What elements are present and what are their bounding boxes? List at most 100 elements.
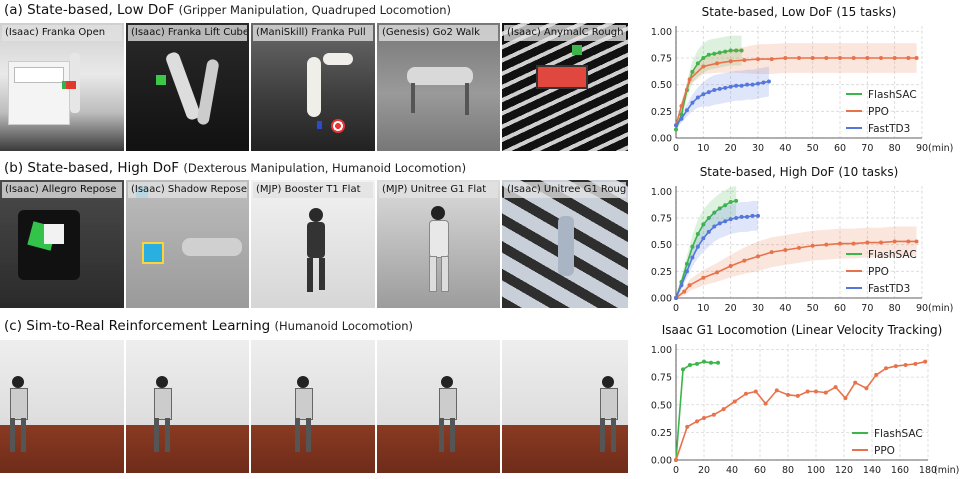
- legend-label: PPO: [868, 106, 889, 118]
- data-point: [823, 390, 828, 395]
- x-tick-label: 50: [807, 303, 819, 314]
- series-confidence-band: [676, 66, 769, 128]
- image-label: (MJP) Booster T1 Flat: [253, 182, 373, 198]
- section-subtitle-text: (Gripper Manipulation, Quadruped Locomot…: [178, 3, 452, 17]
- data-point: [732, 399, 737, 404]
- y-tick-label: 0.00: [651, 134, 672, 145]
- y-tick-label: 0.00: [651, 294, 672, 305]
- image-label: (Isaac) Shadow Repose: [128, 182, 247, 198]
- data-point: [783, 56, 788, 60]
- data-point: [723, 49, 728, 54]
- image-franka-pull: (ManiSkill) Franka Pull: [251, 23, 375, 151]
- chart-high-dof: State-based, High DoF (10 tasks) 0.00 0.25…: [640, 158, 960, 318]
- data-point: [814, 389, 818, 394]
- y-tick-label: 0.75: [651, 54, 672, 65]
- series-line: [675, 360, 718, 461]
- data-point: [717, 50, 722, 55]
- legend-label: FlashSAC: [868, 249, 917, 261]
- x-axis-label: (min): [934, 465, 959, 475]
- series-confidence-band: [676, 186, 737, 298]
- x-tick-label: 60: [754, 465, 766, 475]
- image-row-a: (Isaac) Franka Open (Isaac) Franka Lift …: [0, 23, 628, 151]
- data-point: [879, 240, 883, 245]
- x-tick-label: 30: [752, 303, 764, 314]
- data-point: [695, 419, 699, 424]
- y-tick-label: 1.00: [651, 187, 672, 198]
- series-confidence-band: [676, 43, 917, 128]
- data-point: [774, 388, 779, 393]
- image-label: (MJP) Unitree G1 Flat: [379, 182, 498, 198]
- image-label: (Isaac) Unitree G1 Rough: [504, 182, 626, 198]
- data-point: [753, 389, 758, 394]
- data-point: [838, 56, 842, 60]
- x-tick-label: 20: [698, 465, 710, 475]
- y-tick-label: 0.25: [651, 428, 672, 439]
- legend-label: PPO: [874, 445, 895, 457]
- image-unitree-g1-rough: (Isaac) Unitree G1 Rough: [502, 180, 628, 308]
- data-point: [709, 360, 713, 365]
- data-point: [745, 214, 750, 219]
- data-point: [711, 412, 716, 417]
- x-tick-label: 20: [725, 303, 737, 314]
- data-point: [756, 57, 760, 62]
- data-point: [851, 241, 856, 246]
- y-tick-label: 1.00: [651, 27, 672, 38]
- data-point: [728, 84, 733, 89]
- data-point: [682, 289, 687, 294]
- x-tick-label: 90: [916, 303, 928, 314]
- data-point: [739, 214, 744, 219]
- data-point: [805, 389, 810, 394]
- data-point: [913, 361, 918, 366]
- x-tick-label: 30: [752, 143, 764, 154]
- data-point: [879, 56, 883, 60]
- data-point: [766, 79, 771, 84]
- data-point: [695, 361, 699, 366]
- image-label: (Genesis) Go2 Walk: [379, 25, 498, 41]
- x-tick-label: 40: [779, 303, 791, 314]
- y-tick-label: 0.50: [651, 240, 672, 251]
- data-point: [687, 283, 692, 288]
- image-real-robot-frame-3: [251, 340, 375, 473]
- data-point: [701, 64, 706, 69]
- data-point: [783, 248, 788, 252]
- image-label: (ManiSkill) Franka Pull: [253, 25, 373, 41]
- data-point: [706, 52, 711, 57]
- data-point: [706, 229, 711, 234]
- series-line: [675, 240, 917, 299]
- data-point: [702, 359, 706, 364]
- x-tick-label: 70: [861, 143, 873, 154]
- image-go2-walk: (Genesis) Go2 Walk: [377, 23, 500, 151]
- data-point: [750, 82, 755, 87]
- data-point: [864, 386, 869, 391]
- x-axis-label: (min): [928, 303, 953, 314]
- image-shadow-repose: (Isaac) Shadow Repose: [126, 180, 249, 308]
- image-franka-open: (Isaac) Franka Open: [0, 23, 124, 151]
- data-point: [865, 56, 870, 60]
- x-tick-label: 120: [835, 465, 853, 475]
- data-point: [728, 59, 733, 64]
- image-row-b: (Isaac) Allegro Repose (Isaac) Shadow Re…: [0, 180, 628, 308]
- data-point: [690, 255, 695, 260]
- data-point: [744, 391, 748, 396]
- data-point: [712, 224, 717, 229]
- image-label: (Isaac) Franka Lift Cube: [128, 25, 247, 41]
- data-point: [728, 264, 733, 268]
- data-point: [723, 85, 728, 90]
- data-point: [810, 243, 815, 248]
- data-point: [690, 100, 695, 105]
- data-point: [684, 261, 689, 266]
- data-point: [674, 296, 678, 300]
- data-point: [745, 82, 750, 87]
- data-point: [715, 270, 719, 275]
- data-point: [824, 242, 829, 247]
- data-point: [701, 222, 706, 227]
- image-real-robot-frame-2: [126, 340, 249, 473]
- data-point: [679, 116, 684, 121]
- data-point: [906, 239, 911, 244]
- x-tick-label: 80: [782, 465, 794, 475]
- data-point: [695, 244, 700, 249]
- data-point: [695, 61, 700, 66]
- data-point: [674, 458, 678, 462]
- series-confidence-band: [676, 226, 917, 298]
- data-point: [734, 216, 739, 220]
